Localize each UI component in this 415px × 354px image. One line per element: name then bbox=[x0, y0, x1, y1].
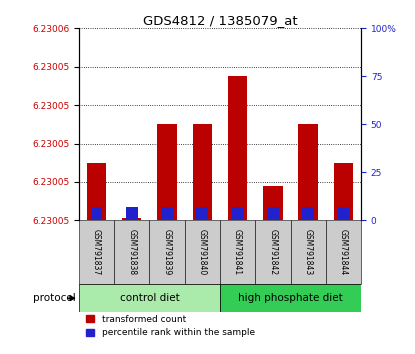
Bar bbox=[337, 207, 349, 220]
FancyBboxPatch shape bbox=[114, 220, 149, 284]
Text: GSM791839: GSM791839 bbox=[163, 229, 171, 275]
Bar bbox=[161, 207, 173, 220]
Bar bbox=[87, 163, 106, 220]
FancyBboxPatch shape bbox=[79, 284, 220, 312]
Text: high phosphate diet: high phosphate diet bbox=[238, 293, 343, 303]
Bar bbox=[193, 124, 212, 220]
Text: GSM791844: GSM791844 bbox=[339, 229, 348, 275]
FancyBboxPatch shape bbox=[290, 220, 326, 284]
Bar bbox=[196, 207, 208, 220]
Text: control diet: control diet bbox=[120, 293, 179, 303]
FancyBboxPatch shape bbox=[185, 220, 220, 284]
Bar bbox=[267, 207, 279, 220]
FancyBboxPatch shape bbox=[326, 220, 361, 284]
Bar bbox=[263, 186, 283, 220]
Bar bbox=[122, 218, 142, 220]
Text: GSM791843: GSM791843 bbox=[304, 229, 312, 275]
Bar bbox=[334, 163, 353, 220]
Bar bbox=[298, 124, 318, 220]
Bar bbox=[232, 207, 244, 220]
Text: GSM791838: GSM791838 bbox=[127, 229, 136, 275]
Bar bbox=[228, 76, 247, 220]
Text: GSM791842: GSM791842 bbox=[269, 229, 277, 275]
FancyBboxPatch shape bbox=[79, 220, 114, 284]
Bar bbox=[126, 207, 138, 220]
Text: protocol: protocol bbox=[32, 293, 76, 303]
FancyBboxPatch shape bbox=[255, 220, 290, 284]
Bar bbox=[90, 207, 103, 220]
Legend: transformed count, percentile rank within the sample: transformed count, percentile rank withi… bbox=[86, 315, 255, 337]
Bar bbox=[157, 124, 177, 220]
FancyBboxPatch shape bbox=[149, 220, 185, 284]
FancyBboxPatch shape bbox=[220, 284, 361, 312]
Title: GDS4812 / 1385079_at: GDS4812 / 1385079_at bbox=[143, 14, 297, 27]
Bar bbox=[302, 207, 314, 220]
Text: GSM791840: GSM791840 bbox=[198, 229, 207, 275]
Text: GSM791841: GSM791841 bbox=[233, 229, 242, 275]
FancyBboxPatch shape bbox=[220, 220, 255, 284]
Text: GSM791837: GSM791837 bbox=[92, 229, 101, 275]
